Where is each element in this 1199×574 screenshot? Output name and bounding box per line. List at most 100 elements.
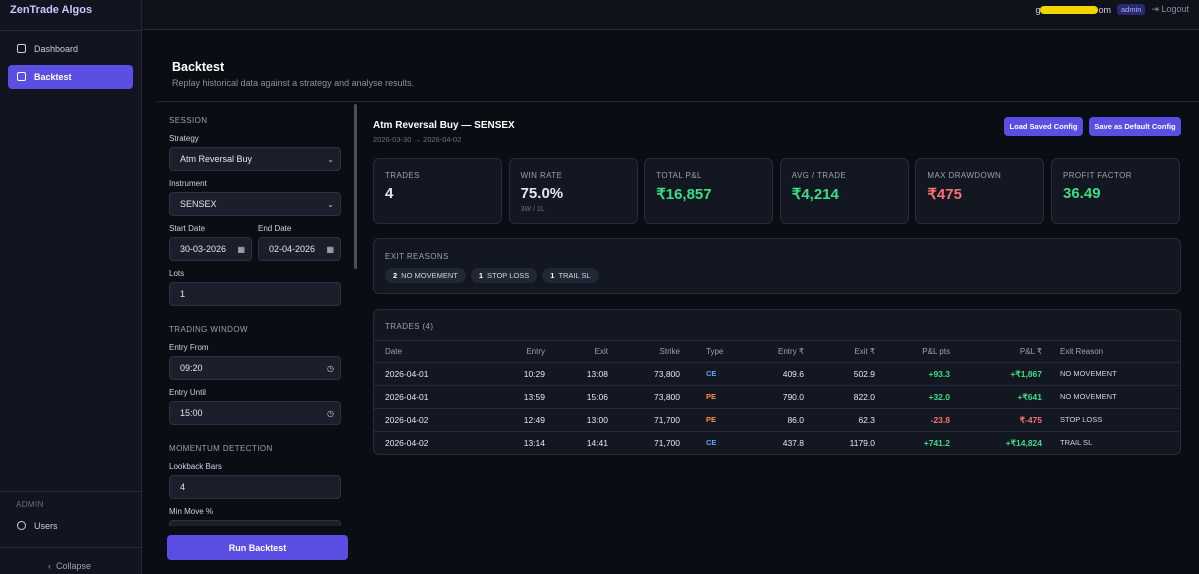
- field-label: Strategy: [169, 134, 199, 143]
- stat-card: WIN RATE 75.0% 3W / 1L: [508, 158, 638, 224]
- table-cell: 2026-04-01: [385, 369, 429, 379]
- stat-card: AVG / TRADE ₹4,214: [779, 158, 909, 224]
- column-header: Entry: [526, 347, 545, 356]
- column-header: Strike: [659, 347, 680, 356]
- table-cell: 14:41: [586, 438, 608, 448]
- input[interactable]: 09:20 ◷: [169, 356, 341, 380]
- stat-label: MAX DRAWDOWN: [927, 171, 1002, 180]
- row-divider: [374, 362, 1180, 363]
- column-header: Exit Reason: [1060, 347, 1104, 356]
- table-cell: STOP LOSS: [1060, 415, 1103, 424]
- divider: [0, 30, 142, 31]
- table-cell: +₹641: [1017, 392, 1042, 402]
- table-cell: 13:08: [586, 369, 608, 379]
- column-header: Entry ₹: [778, 347, 804, 356]
- field-label: Lookback Bars: [169, 462, 222, 471]
- table-cell: CE: [706, 438, 717, 447]
- field-label: Min Move %: [169, 507, 214, 516]
- collapse-label: Collapse: [56, 561, 92, 571]
- nav-label: Backtest: [34, 72, 72, 82]
- column-header: P&L pts: [922, 347, 950, 356]
- input-value: Atm Reversal Buy: [180, 154, 253, 164]
- run-button[interactable]: Run Backtest: [167, 535, 348, 560]
- logout[interactable]: ⇥ Logout: [1151, 4, 1189, 14]
- stat-value: ₹475: [927, 186, 962, 203]
- table-cell: +₹14,824: [1005, 438, 1042, 448]
- load-config-button[interactable]: Load Saved Config: [1004, 117, 1083, 136]
- table-cell: +₹1,867: [1010, 369, 1042, 379]
- table-cell: 71,700: [654, 415, 680, 425]
- table-cell: 790.0: [782, 392, 804, 402]
- column-header: Date: [385, 347, 402, 356]
- stat-card: PROFIT FACTOR 36.49: [1051, 158, 1180, 224]
- user-email-start: g: [1035, 4, 1041, 15]
- stat-value: 36.49: [1063, 185, 1101, 202]
- nav-item[interactable]: Dashboard: [8, 37, 133, 61]
- input[interactable]: 02-04-2026 ▦: [258, 237, 341, 261]
- table-cell: 13:59: [523, 392, 545, 402]
- form-panel: SESSION Strategy Atm Reversal Buy ⌄ Instrume…: [157, 102, 351, 526]
- input[interactable]: 15:00 ◷: [169, 401, 341, 425]
- table-cell: 822.0: [853, 392, 875, 402]
- table-cell: 71,700: [654, 438, 680, 448]
- topbar: g om admin ⇥ Logout: [142, 0, 1199, 30]
- table-cell: 409.6: [782, 369, 804, 379]
- stat-label: WIN RATE: [520, 171, 563, 180]
- table-cell: NO MOVEMENT: [1060, 369, 1117, 378]
- collapse[interactable]: ‹ Collapse: [48, 561, 92, 571]
- page-subtitle: Replay historical data against a strateg…: [172, 78, 415, 88]
- input[interactable]: 30-03-2026 ▦: [169, 237, 252, 261]
- divider: [0, 547, 142, 548]
- exit-chip: 1 STOP LOSS: [470, 268, 538, 283]
- sidebar: ZenTrade Algos Dashboard Backtest ADMIN …: [0, 0, 142, 574]
- input-icon: ▦: [237, 245, 245, 254]
- nav-label: Dashboard: [34, 44, 79, 54]
- user-email-end: om: [1098, 4, 1111, 15]
- logout-label: Logout: [1161, 4, 1189, 14]
- nav-item[interactable]: Backtest: [8, 65, 133, 89]
- row-divider: [374, 385, 1180, 386]
- chips: 2 NO MOVEMENT 1 STOP LOSS 1 TRAIL SL: [385, 268, 604, 283]
- divider: [157, 101, 1199, 102]
- table-cell: +32.0: [928, 392, 950, 402]
- nav-label: Users: [34, 521, 58, 531]
- stat-card: TRADES 4: [373, 158, 502, 224]
- table-cell: 15:06: [586, 392, 608, 402]
- exit-reasons: EXIT REASONS 2 NO MOVEMENT 1 STOP LOSS 1 TRAI…: [373, 238, 1181, 294]
- input[interactable]: SENSEX ⌄: [169, 192, 341, 216]
- chip-count: 2: [393, 271, 398, 280]
- user-area: g om admin ⇥ Logout: [1035, 4, 1189, 15]
- section-title: MOMENTUM DETECTION: [169, 444, 273, 453]
- column-header: P&L ₹: [1019, 347, 1042, 356]
- chip-label: TRAIL SL: [558, 271, 591, 280]
- trades-title: TRADES (4): [385, 322, 434, 331]
- nav-item[interactable]: Users: [8, 514, 133, 538]
- column-header: Exit: [594, 347, 608, 356]
- column-header: Exit ₹: [854, 347, 875, 356]
- table-cell: PE: [706, 392, 717, 401]
- table-cell: PE: [706, 415, 717, 424]
- scrollbar: [354, 104, 357, 269]
- table-cell: NO MOVEMENT: [1060, 392, 1117, 401]
- field-label: Start Date: [169, 224, 206, 233]
- table-cell: 1179.0: [849, 438, 875, 448]
- divider: [0, 491, 142, 492]
- input-value: SENSEX: [180, 199, 217, 209]
- role-badge: admin: [1116, 4, 1146, 15]
- exit-chip: 2 NO MOVEMENT: [385, 268, 466, 283]
- column-header: Type: [706, 347, 724, 356]
- stat-label: TRADES: [385, 171, 420, 180]
- stat-label: TOTAL P&L: [656, 171, 702, 180]
- input[interactable]: 1: [169, 282, 341, 306]
- table-cell: +741.2: [923, 438, 950, 448]
- field-label: Instrument: [169, 179, 207, 188]
- input[interactable]: Atm Reversal Buy ⌄: [169, 147, 341, 171]
- chip-label: NO MOVEMENT: [401, 271, 458, 280]
- page-title: Backtest: [172, 60, 225, 74]
- input[interactable]: 5: [169, 520, 341, 526]
- redaction: [1040, 6, 1099, 15]
- input[interactable]: 4: [169, 475, 341, 499]
- input-value: 02-04-2026: [269, 244, 316, 254]
- save-config-button[interactable]: Save as Default Config: [1089, 117, 1181, 136]
